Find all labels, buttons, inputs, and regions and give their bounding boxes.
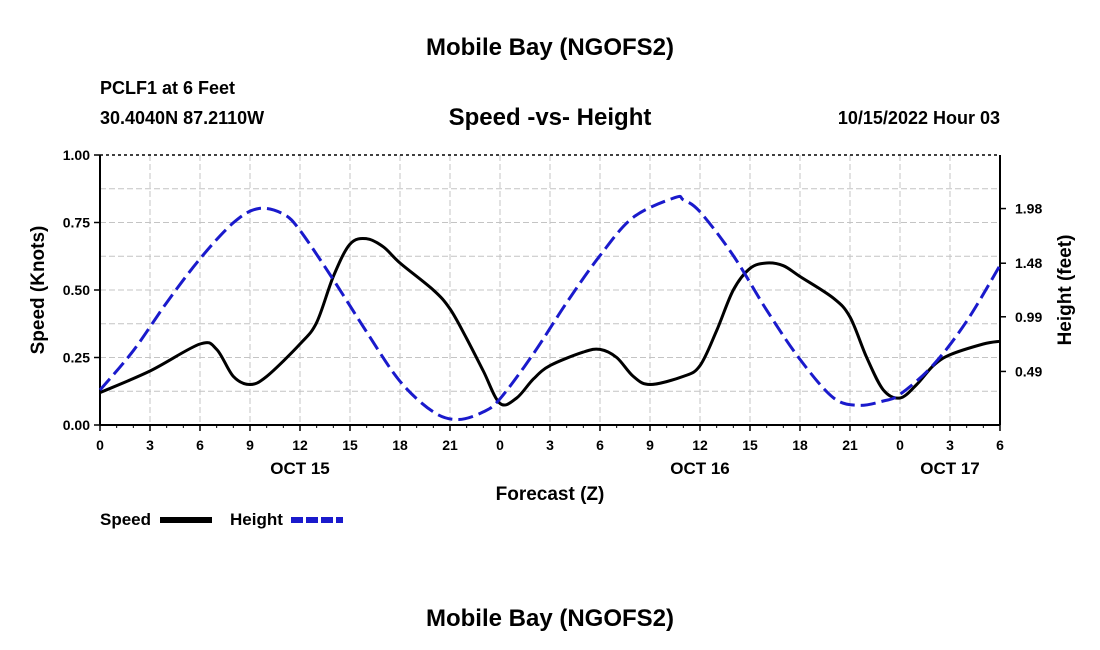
y-right-tick-label: 0.99 <box>1015 309 1042 325</box>
y-axis-right-ticks: 0.49 0.99 1.48 1.98 <box>1000 201 1042 379</box>
x-tick-label: 15 <box>342 437 358 453</box>
x-tick-label: 9 <box>646 437 654 453</box>
footer-title: Mobile Bay (NGOFS2) <box>426 605 674 632</box>
x-tick-label: 21 <box>842 437 858 453</box>
x-tick-label: 3 <box>946 437 954 453</box>
x-tick-label: 3 <box>546 437 554 453</box>
x-tick-label: 0 <box>96 437 104 453</box>
y-left-tick-label: 0.50 <box>63 282 90 298</box>
y-left-tick-label: 0.75 <box>63 215 90 231</box>
date-label: OCT 15 <box>270 459 330 478</box>
y-left-tick-label: 1.00 <box>63 147 90 163</box>
x-tick-label: 18 <box>792 437 808 453</box>
x-tick-label: 9 <box>246 437 254 453</box>
x-tick-label: 0 <box>496 437 504 453</box>
date-labels: OCT 15 OCT 16 OCT 17 <box>270 459 980 478</box>
series-lines <box>98 194 1002 421</box>
chart-title: Mobile Bay (NGOFS2) <box>426 34 674 61</box>
chart-subtitle: Speed -vs- Height <box>449 104 652 131</box>
x-axis-label: Forecast (Z) <box>496 484 605 505</box>
date-label: OCT 17 <box>920 459 980 478</box>
y-right-tick-label: 1.98 <box>1015 201 1042 217</box>
x-tick-label: 21 <box>442 437 458 453</box>
y-left-tick-label: 0.25 <box>63 350 90 366</box>
location-label: 30.4040N 87.2110W <box>100 108 264 128</box>
legend-speed-label: Speed <box>100 510 151 529</box>
y-axis-left-ticks: 0.00 0.25 0.50 0.75 1.00 <box>63 147 100 433</box>
y-right-tick-label: 0.49 <box>1015 363 1042 379</box>
timestamp-label: 10/15/2022 Hour 03 <box>838 108 1000 128</box>
station-label: PCLF1 at 6 Feet <box>100 78 235 98</box>
x-tick-label: 12 <box>692 437 708 453</box>
x-tick-label: 6 <box>596 437 604 453</box>
y-axis-right-label: Height (feet) <box>1055 235 1076 346</box>
date-label: OCT 16 <box>670 459 730 478</box>
x-tick-label: 0 <box>896 437 904 453</box>
x-tick-label: 6 <box>996 437 1004 453</box>
legend: Speed Height <box>100 510 343 529</box>
legend-height-label: Height <box>230 510 283 529</box>
speed-series-line <box>99 236 1001 407</box>
x-tick-label: 6 <box>196 437 204 453</box>
y-left-tick-label: 0.00 <box>63 417 90 433</box>
x-axis-ticks: 0 3 6 9 12 15 18 21 0 3 6 9 12 15 18 21 0 3 6 <box>96 425 1004 453</box>
x-tick-label: 15 <box>742 437 758 453</box>
x-tick-label: 12 <box>292 437 308 453</box>
x-tick-label: 3 <box>146 437 154 453</box>
y-right-tick-label: 1.48 <box>1015 255 1042 271</box>
x-tick-label: 18 <box>392 437 408 453</box>
grid-lines <box>99 154 1001 425</box>
y-axis-left-label: Speed (Knots) <box>28 226 49 355</box>
